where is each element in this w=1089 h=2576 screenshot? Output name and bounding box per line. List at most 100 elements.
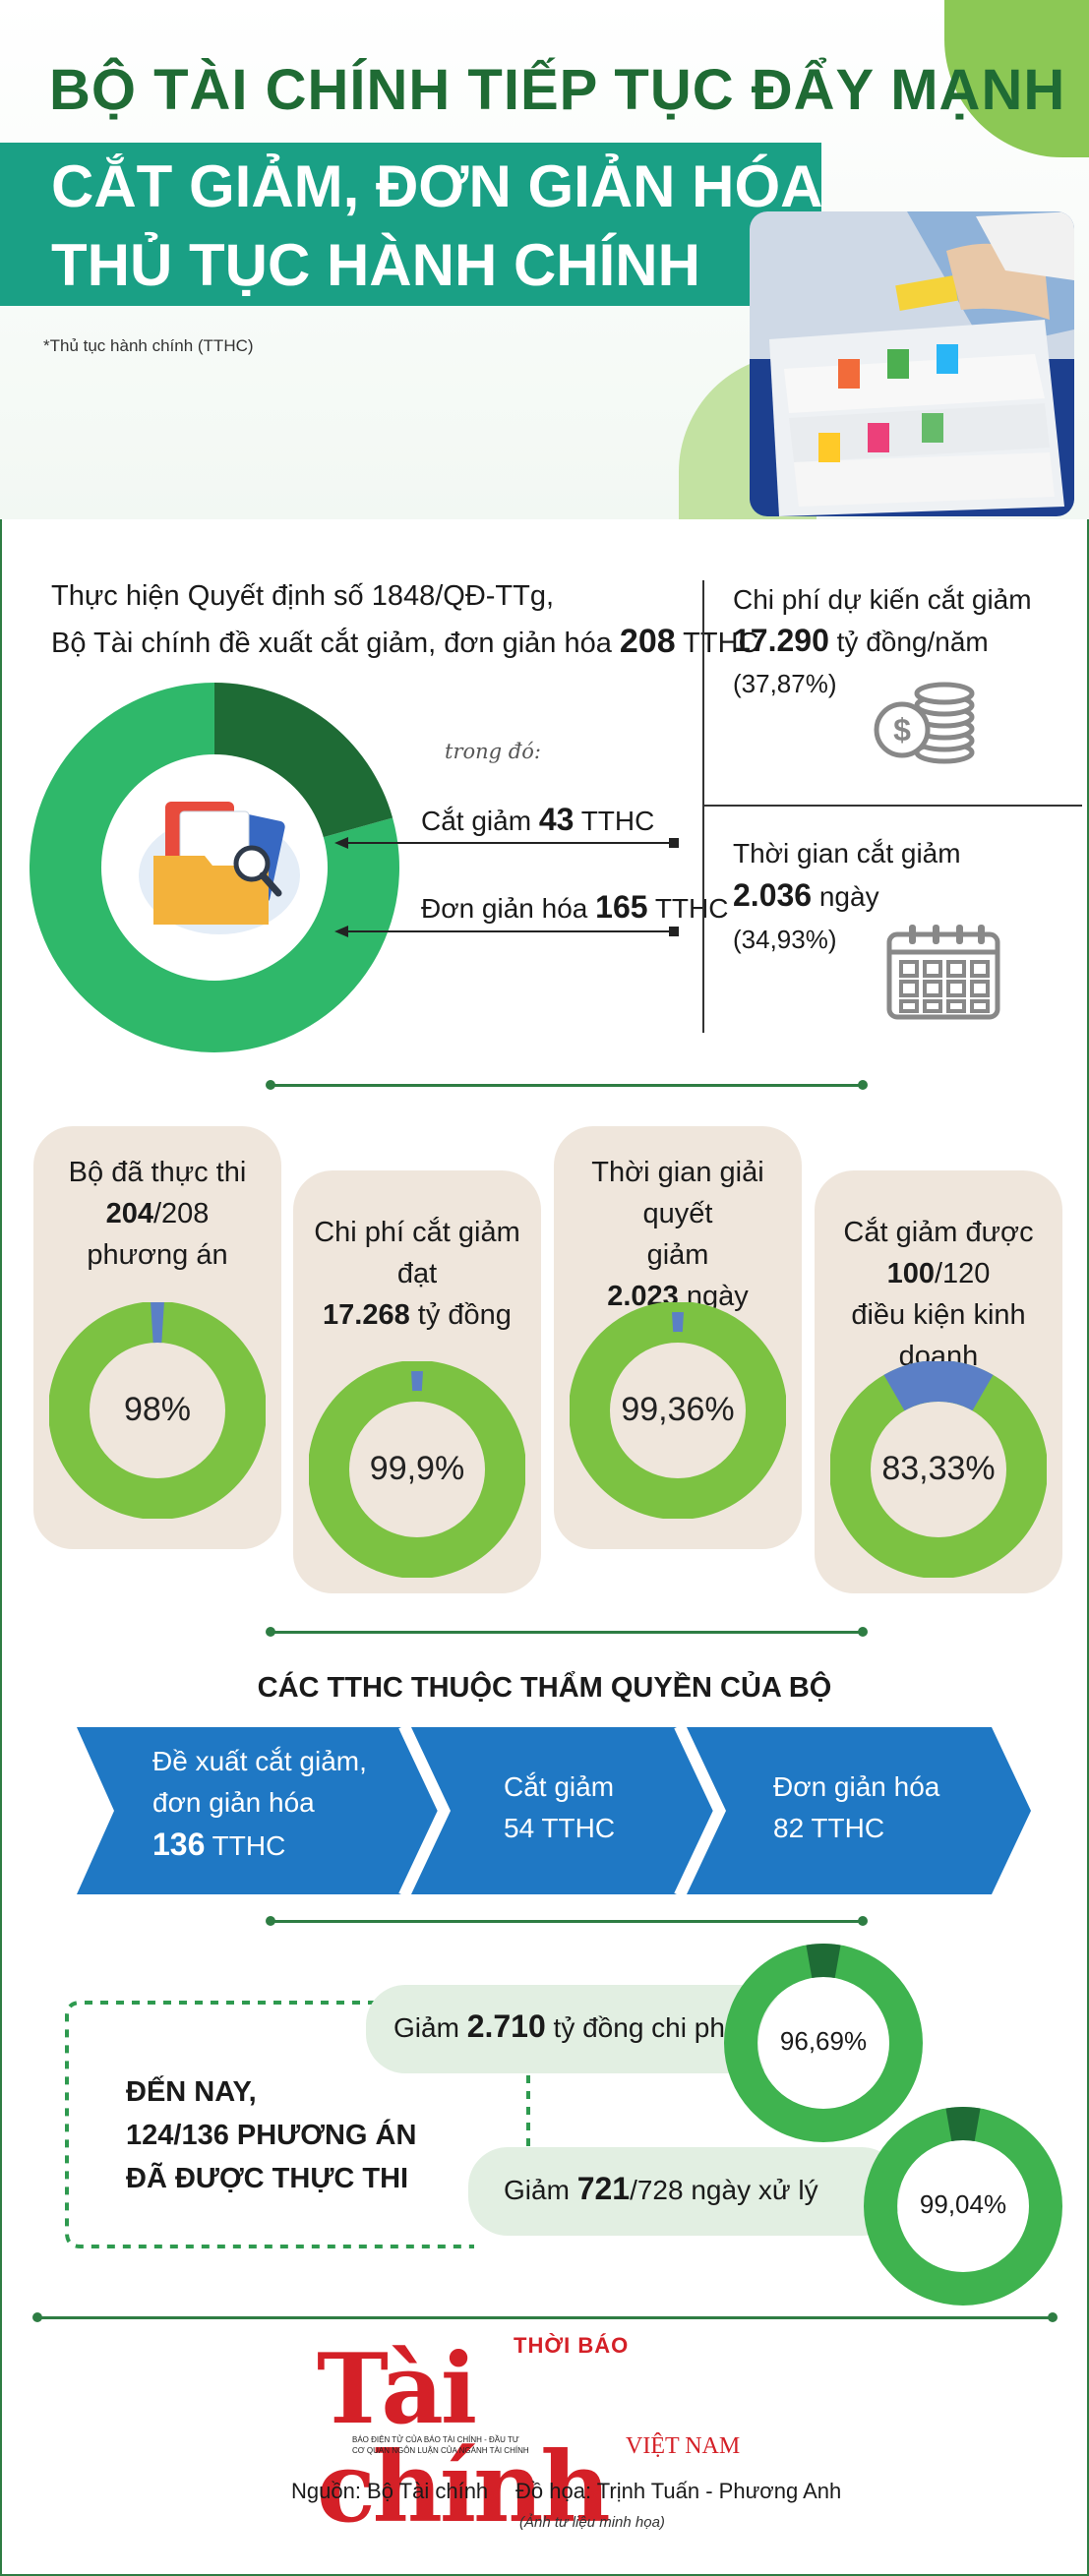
title-line-2: CẮT GIẢM, ĐƠN GIẢN HÓA: [51, 153, 823, 219]
cost-pill-post: tỷ đồng chi phí: [545, 2012, 733, 2043]
cost-pill: [366, 1985, 789, 2073]
column-divider: [702, 580, 704, 1033]
title-line-3: THỦ TỤC HÀNH CHÍNH: [51, 232, 700, 298]
cut-text: Cắt giảm: [421, 806, 539, 836]
simplify-label: Đơn giản hóa 165 TTHC: [421, 889, 728, 926]
card-1-line-2: 204/208: [33, 1193, 281, 1234]
cost-value: 17.290: [733, 623, 829, 658]
cut-count: 43: [538, 802, 575, 837]
cost-unit: tỷ đồng/năm: [828, 627, 989, 657]
day-pill-post: /728 ngày xử lý: [630, 2175, 818, 2205]
step-1-line-1: Đề xuất cắt giảm,: [152, 1746, 367, 1776]
card-1-ring: [49, 1302, 266, 1519]
step-3-line-1: Đơn giản hóa: [773, 1771, 940, 1802]
step-1-num: 136: [152, 1827, 206, 1862]
trong-do-label: trong đó:: [445, 740, 541, 763]
divider-3: [271, 1920, 863, 1923]
card-3-ring: [570, 1302, 786, 1519]
title-band: [0, 143, 821, 306]
photo-note: (Ảnh tư liệu minh họa): [519, 2514, 665, 2531]
day-ring-pct: 99,04%: [919, 2189, 1007, 2219]
logo-top: THỜI BÁO: [514, 2333, 630, 2358]
card-1-num: 204: [105, 1198, 153, 1229]
card-4-ring: [830, 1361, 1047, 1578]
cost-label: Chi phí dự kiến cắt giảm: [733, 584, 1032, 615]
ring-remainder: [806, 1944, 841, 1979]
coins-icon: $: [871, 679, 979, 772]
card-4-num: 100: [886, 1258, 935, 1289]
ring-remainder: [883, 1361, 994, 1411]
step-1-unit: TTHC: [205, 1830, 286, 1861]
divider-2: [271, 1631, 863, 1634]
ministry-heading: CÁC TTHC THUỘC THẨM QUYỀN CỦA BỘ: [257, 1672, 832, 1704]
ring-remainder: [945, 2107, 981, 2142]
proposal-line-2: Bộ Tài chính đề xuất cắt giảm, đơn giản …: [51, 623, 759, 661]
logo: THỜI BÁO Tài chính BÁO ĐIỆN TỬ CỦA BÁO T…: [317, 2333, 789, 2538]
note-tthc: *Thủ tục hành chính (TTHC): [43, 336, 254, 355]
step-2-line-1: Cắt giảm: [504, 1771, 615, 1802]
title-main: CẮT GIẢM, ĐƠN GIẢN HÓA THỦ TỤC HÀNH CHÍN…: [51, 148, 822, 305]
simplify-count: 165: [595, 889, 648, 925]
card-2-num: 17.268: [323, 1299, 410, 1331]
card-4-pct: 83,33%: [881, 1450, 996, 1487]
cut-unit: TTHC: [574, 806, 655, 836]
calendar-icon: [885, 923, 1001, 1026]
card-1-pct: 98%: [123, 1391, 192, 1428]
card-2-pct: 99,9%: [369, 1450, 465, 1487]
folder-icon: [136, 787, 303, 949]
step-1: Đề xuất cắt giảm, đơn giản hóa 136 TTHC: [152, 1741, 367, 1867]
card-2-line-2: đạt: [396, 1258, 438, 1289]
step-3-line-2: 82 TTHC: [773, 1813, 885, 1843]
day-ring: [864, 2107, 1062, 2306]
card-2-line-3: 17.268 tỷ đồng: [293, 1294, 541, 1336]
logo-small-1: BÁO ĐIỆN TỬ CỦA BÁO TÀI CHÍNH - ĐẦU TƯ: [352, 2435, 519, 2444]
time-unit: ngày: [812, 881, 879, 912]
progress-summary: ĐẾN NAY, 124/136 PHƯƠNG ÁN ĐÃ ĐƯỢC THỰC …: [126, 2070, 416, 2200]
card-4-line-1: Cắt giảm được: [843, 1217, 1034, 1248]
divider-4: [37, 2316, 1053, 2319]
progress-line-1: ĐẾN NAY,: [126, 2076, 257, 2108]
card-2-rest: tỷ đồng: [409, 1299, 512, 1331]
source-credit: Nguồn: Bộ Tài chính: [291, 2479, 489, 2503]
time-pct: (34,93%): [733, 925, 837, 954]
divider-1: [271, 1084, 863, 1087]
card-3-line-1: Thời gian giải quyết: [591, 1157, 764, 1229]
graphics-credit: Đồ họa: Trịnh Tuấn - Phương Anh: [515, 2479, 842, 2503]
progress-line-2: 124/136 PHƯƠNG ÁN: [126, 2120, 417, 2151]
divider-2-dot-right: [858, 1627, 868, 1637]
proposal-total: 208: [619, 623, 676, 660]
cost-value-line: 17.290 tỷ đồng/năm: [733, 623, 989, 659]
step-2: Cắt giảm 54 TTHC: [504, 1767, 615, 1849]
proposal-unit: TTHC: [675, 628, 759, 659]
divider-3-dot-right: [858, 1916, 868, 1926]
step-2-line-2: 54 TTHC: [504, 1813, 616, 1843]
simplify-unit: TTHC: [647, 893, 729, 924]
row-divider: [702, 805, 1082, 807]
card-1-line-3: phương án: [87, 1239, 228, 1271]
simplify-text: Đơn giản hóa: [421, 893, 596, 924]
cost-ring: [724, 1944, 923, 2142]
progress-line-3: ĐÃ ĐƯỢC THỰC THI: [126, 2163, 409, 2194]
cost-pill-pre: Giảm: [393, 2012, 467, 2043]
logo-small-2: CƠ QUAN NGÔN LUẬN CỦA NGÀNH TÀI CHÍNH: [352, 2446, 529, 2455]
cost-pct: (37,87%): [733, 669, 837, 698]
day-pill-num: 721: [576, 2171, 631, 2206]
card-2-line-1: Chi phí cắt giảm: [314, 1217, 520, 1248]
card-4-line-2: 100/120: [815, 1253, 1062, 1294]
time-value: 2.036: [733, 877, 813, 913]
day-pill-pre: Giảm: [504, 2175, 577, 2205]
time-value-line: 2.036 ngày: [733, 877, 879, 914]
divider-2-dot-left: [266, 1627, 275, 1637]
cost-ring-pct: 96,69%: [779, 2026, 868, 2056]
divider-4-dot-left: [32, 2312, 42, 2322]
day-pill-text: Giảm 721/728 ngày xử lý: [504, 2171, 818, 2207]
step-1-line-2: đơn giản hóa: [152, 1787, 315, 1818]
card-1-rest: /208: [152, 1198, 210, 1229]
cost-pill-text: Giảm 2.710 tỷ đồng chi phí: [393, 2008, 733, 2045]
divider-1-dot-right: [858, 1080, 868, 1090]
card-3-pct: 99,36%: [621, 1391, 735, 1428]
divider-1-dot-left: [266, 1080, 275, 1090]
divider-4-dot-right: [1048, 2312, 1058, 2322]
ministry-chevrons: [77, 1727, 1031, 1894]
card-4-rest: /120: [934, 1258, 991, 1289]
